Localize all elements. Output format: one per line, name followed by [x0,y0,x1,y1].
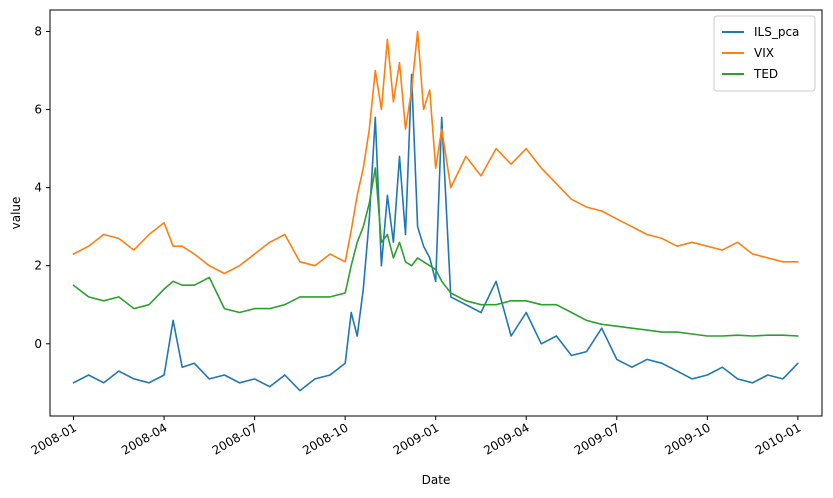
y-tick-label: 0 [34,337,42,351]
x-axis-ticks: 2008-01 2008-04 2008-07 2008-10 2009-01 2009-… [29,416,803,458]
legend: ILS_pca VIX TED [713,15,816,92]
x-tick-label: 2009-10 [662,420,712,457]
legend-label: TED [753,67,778,81]
y-axis-ticks: 0 2 4 6 8 [34,24,50,351]
y-tick-label: 6 [34,103,42,117]
y-axis-label: value [9,197,23,230]
y-tick-label: 2 [34,259,42,273]
series-line-ted [72,167,799,337]
x-tick-label: 2009-01 [391,420,441,457]
x-tick-label: 2008-04 [119,420,169,457]
series-line-ils-pca [72,73,799,392]
x-tick-label: 2008-07 [210,420,260,457]
x-tick-label: 2009-04 [481,420,531,457]
plot-frame [49,9,823,417]
y-tick-label: 4 [34,181,42,195]
legend-label: ILS_pca [754,25,799,39]
legend-label: VIX [754,46,774,60]
x-axis-label: Date [422,473,451,487]
legend-box [713,15,816,92]
x-tick-label: 2010-01 [753,420,803,457]
x-tick-label: 2008-10 [300,420,350,457]
series-line-vix [72,30,799,275]
series-layer [72,30,799,392]
x-tick-label: 2008-01 [29,420,79,457]
y-tick-label: 8 [34,24,42,38]
x-tick-label: 2009-07 [572,420,622,457]
plot-background [50,10,822,416]
